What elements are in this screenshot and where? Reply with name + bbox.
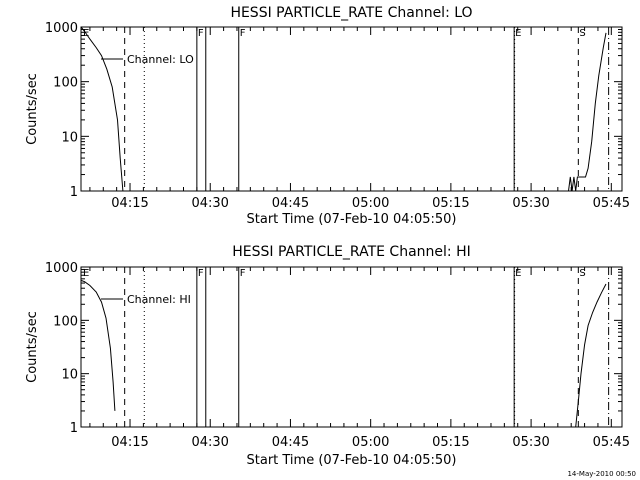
event-marker-label: F (198, 28, 204, 39)
y-tick-label: 10 (61, 368, 78, 383)
y-tick-label: 100 (53, 76, 78, 91)
x-tick-label: 04:15 (111, 196, 148, 211)
legend-label: Channel: HI (127, 293, 191, 306)
event-marker-label: E (515, 268, 521, 279)
x-axis-label: Start Time (07-Feb-10 04:05:50) (247, 453, 457, 468)
x-tick-label: 04:45 (272, 196, 309, 211)
chart-title: HESSI PARTICLE_RATE Channel: HI (232, 244, 470, 260)
y-tick-label: 1000 (45, 261, 78, 276)
x-tick-label: 04:30 (191, 196, 228, 211)
y-tick-label: 1000 (45, 21, 78, 36)
y-axis-label: Counts/sec (25, 73, 40, 145)
y-tick-label: 1 (70, 185, 78, 200)
y-axis-label: Counts/sec (25, 311, 40, 383)
plot-frame (80, 26, 623, 192)
x-tick-label: 05:45 (593, 435, 630, 450)
event-marker-label: E (83, 268, 89, 279)
y-tick-label: 100 (53, 314, 78, 329)
series-line (80, 279, 116, 411)
event-marker-label: F (240, 268, 246, 279)
legend-label: Channel: LO (127, 53, 194, 66)
print-timestamp: 14-May-2010 00:50 (567, 470, 636, 478)
series-line (80, 26, 124, 192)
x-tick-label: 05:30 (512, 196, 549, 211)
event-marker-label: S (579, 268, 585, 279)
event-marker-label: F (198, 268, 204, 279)
x-tick-label: 05:45 (593, 196, 630, 211)
event-marker-label: S (579, 28, 585, 39)
series-line (568, 32, 607, 192)
x-tick-label: 04:30 (191, 435, 228, 450)
plot-frame (80, 266, 623, 428)
x-tick-label: 04:15 (111, 435, 148, 450)
chart-title: HESSI PARTICLE_RATE Channel: LO (230, 5, 472, 21)
event-marker-label: F (240, 28, 246, 39)
panel-hi: HESSI PARTICLE_RATE Channel: HI 1 10 100 100… (25, 244, 630, 468)
x-axis-label: Start Time (07-Feb-10 04:05:50) (247, 212, 457, 227)
y-tick-label: 1 (70, 421, 78, 436)
x-tick-label: 05:00 (352, 435, 389, 450)
x-tick-label: 04:45 (272, 435, 309, 450)
x-tick-label: 05:15 (432, 435, 469, 450)
y-tick-label: 10 (61, 130, 78, 145)
x-tick-label: 05:15 (432, 196, 469, 211)
x-tick-label: 05:30 (512, 435, 549, 450)
series-line (575, 283, 607, 428)
event-marker-label: E (515, 28, 521, 39)
x-tick-label: 05:00 (352, 196, 389, 211)
panel-lo: HESSI PARTICLE_RATE Channel: LO 1 10 100 100… (25, 5, 630, 227)
